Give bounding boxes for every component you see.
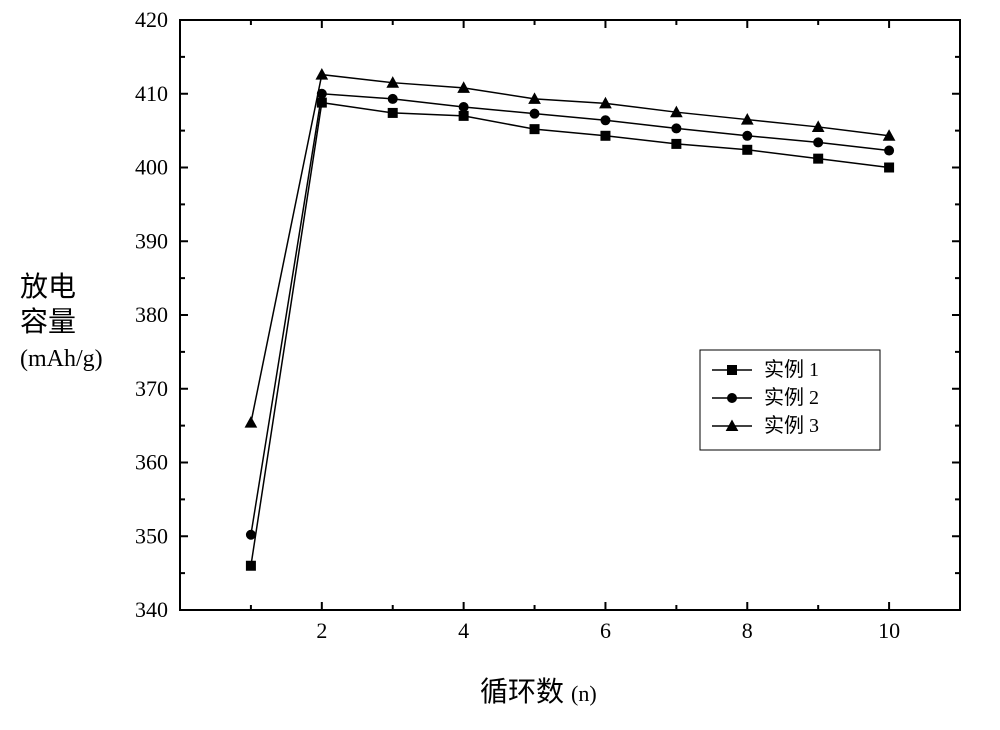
legend-label: 实例 3 xyxy=(764,414,819,437)
marker-triangle xyxy=(316,69,327,79)
marker-circle xyxy=(814,138,823,147)
marker-square xyxy=(601,131,610,140)
marker-circle xyxy=(728,394,737,403)
marker-circle xyxy=(459,103,468,112)
x-axis-label: 循环数 xyxy=(480,677,564,708)
marker-circle xyxy=(388,94,397,103)
chart-svg: 246810340350360370380390400410420实例 1实例 … xyxy=(0,0,1000,730)
marker-square xyxy=(459,111,468,120)
marker-square xyxy=(672,139,681,148)
marker-circle xyxy=(743,131,752,140)
marker-square xyxy=(814,154,823,163)
marker-square xyxy=(246,561,255,570)
marker-square xyxy=(317,98,326,107)
y-tick-label: 370 xyxy=(135,376,168,401)
y-tick-label: 380 xyxy=(135,302,168,327)
marker-triangle xyxy=(245,417,256,427)
marker-circle xyxy=(672,124,681,133)
x-tick-label: 6 xyxy=(600,618,611,643)
y-axis-title: 放电 容量 (mAh/g) xyxy=(20,270,103,375)
y-tick-label: 390 xyxy=(135,228,168,253)
x-tick-label: 2 xyxy=(316,618,327,643)
legend-label: 实例 1 xyxy=(764,358,819,381)
x-tick-label: 4 xyxy=(458,618,469,643)
plot-frame xyxy=(180,20,960,610)
series-2 xyxy=(246,89,893,539)
y-tick-label: 360 xyxy=(135,450,168,475)
series-1 xyxy=(246,98,893,570)
marker-circle xyxy=(885,146,894,155)
x-axis-unit: (n) xyxy=(571,681,597,706)
y-axis-label-line2: 容量 xyxy=(20,307,76,338)
y-tick-label: 350 xyxy=(135,523,168,548)
marker-square xyxy=(530,125,539,134)
y-tick-label: 410 xyxy=(135,81,168,106)
series-line xyxy=(251,94,889,535)
marker-circle xyxy=(246,530,255,539)
x-axis-title: 循环数 (n) xyxy=(480,670,597,710)
y-axis-label-line1: 放电 xyxy=(20,272,76,303)
discharge-capacity-chart: 246810340350360370380390400410420实例 1实例 … xyxy=(0,0,1000,730)
y-tick-label: 400 xyxy=(135,155,168,180)
marker-square xyxy=(728,366,737,375)
marker-circle xyxy=(530,109,539,118)
x-tick-label: 10 xyxy=(878,618,900,643)
x-tick-label: 8 xyxy=(742,618,753,643)
marker-square xyxy=(388,108,397,117)
legend: 实例 1 实例 2 实例 3 xyxy=(700,350,880,450)
y-tick-label: 340 xyxy=(135,597,168,622)
y-tick-label: 420 xyxy=(135,7,168,32)
series-line xyxy=(251,103,889,566)
marker-square xyxy=(885,163,894,172)
y-axis-unit: (mAh/g) xyxy=(20,346,103,372)
marker-square xyxy=(743,145,752,154)
marker-circle xyxy=(601,116,610,125)
legend-label: 实例 2 xyxy=(764,386,819,409)
